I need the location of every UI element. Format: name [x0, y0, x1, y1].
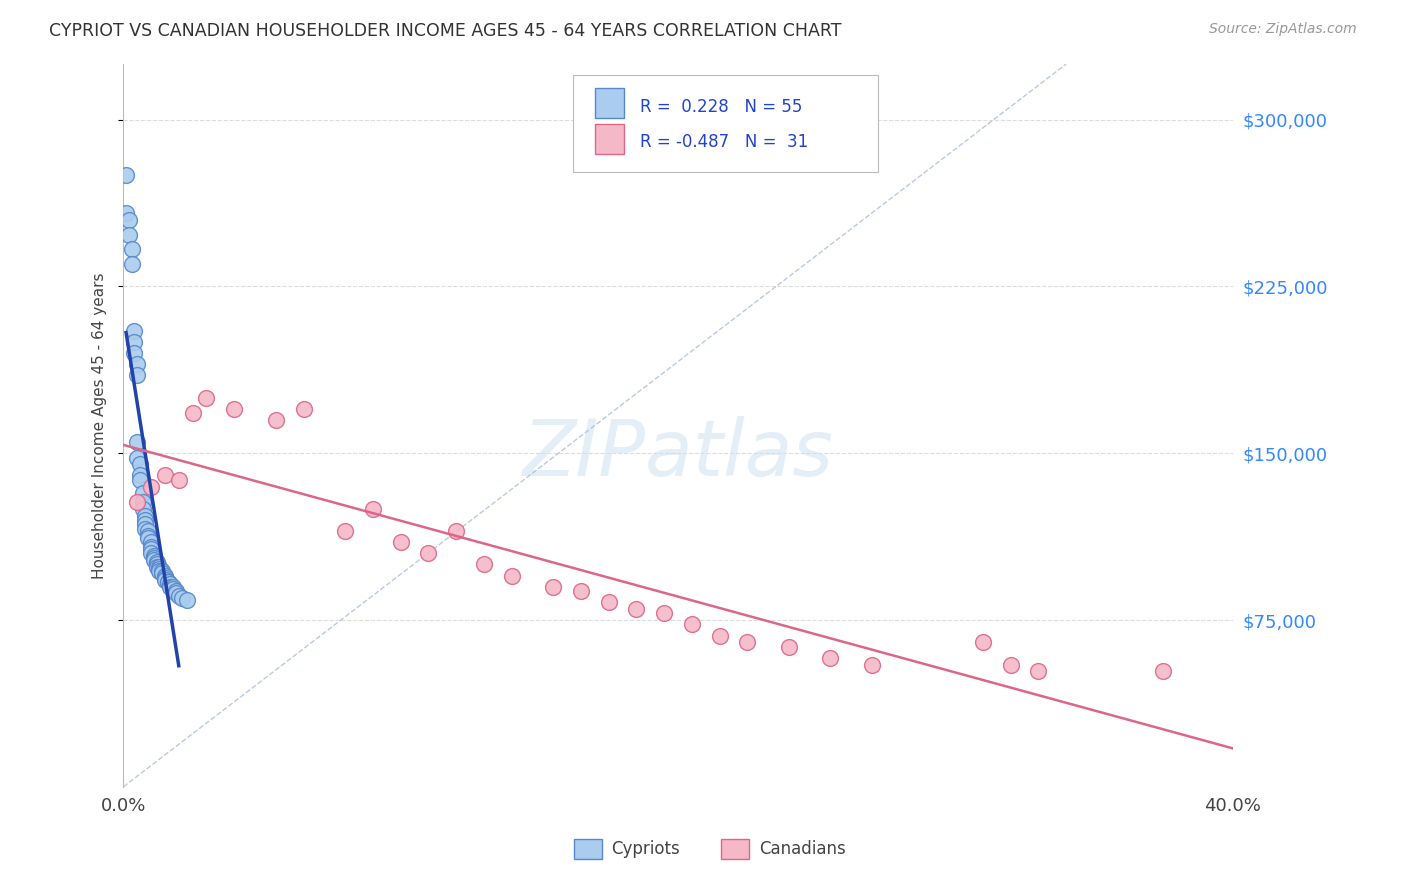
Point [224, 401, 246, 416]
Point [333, 524, 356, 538]
Point [127, 495, 149, 509]
Text: Cypriots: Cypriots [612, 840, 681, 858]
FancyBboxPatch shape [572, 75, 877, 172]
Point [501, 568, 523, 582]
Text: Canadians: Canadians [759, 840, 846, 858]
Point [153, 573, 176, 587]
Point [153, 468, 176, 483]
Point [176, 593, 198, 607]
Point [162, 582, 184, 596]
Point [860, 657, 883, 672]
Point [148, 559, 170, 574]
Point [118, 212, 141, 227]
Point [181, 406, 204, 420]
Point [156, 575, 179, 590]
Point [681, 617, 703, 632]
Point [735, 635, 758, 649]
Point [472, 558, 495, 572]
Point [162, 580, 184, 594]
Point [129, 473, 152, 487]
Point [139, 541, 162, 556]
Point [118, 228, 141, 243]
Point [127, 357, 149, 371]
FancyBboxPatch shape [595, 88, 623, 119]
Text: Source: ZipAtlas.com: Source: ZipAtlas.com [1209, 22, 1357, 37]
Point [569, 584, 592, 599]
Point [136, 528, 159, 542]
Point [115, 206, 138, 220]
Point [652, 607, 675, 621]
Point [972, 635, 994, 649]
Point [148, 564, 170, 578]
Point [150, 564, 173, 578]
Point [136, 524, 159, 538]
Point [170, 591, 193, 605]
Point [148, 562, 170, 576]
Point [129, 468, 152, 483]
Point [1028, 664, 1050, 678]
Text: R = -0.487   N =  31: R = -0.487 N = 31 [640, 133, 808, 151]
Point [145, 558, 167, 572]
Point [129, 458, 152, 472]
Point [709, 629, 731, 643]
Point [145, 559, 167, 574]
Point [418, 546, 440, 560]
Point [159, 577, 181, 591]
Point [389, 535, 412, 549]
Point [142, 550, 165, 565]
Point [134, 522, 156, 536]
Point [124, 324, 146, 338]
Point [127, 435, 149, 450]
Point [150, 566, 173, 581]
Point [361, 501, 384, 516]
Point [153, 568, 176, 582]
Point [264, 413, 287, 427]
Point [127, 450, 149, 465]
Point [139, 546, 162, 560]
Point [541, 580, 564, 594]
Point [132, 501, 155, 516]
Point [145, 555, 167, 569]
Point [598, 595, 620, 609]
Point [124, 334, 146, 349]
Point [165, 586, 187, 600]
Point [167, 473, 190, 487]
Point [142, 553, 165, 567]
Point [121, 242, 143, 256]
FancyBboxPatch shape [595, 124, 623, 154]
Point [134, 508, 156, 523]
Point [127, 368, 149, 383]
Text: ZIPatlas: ZIPatlas [523, 417, 834, 492]
Point [1000, 657, 1022, 672]
Point [156, 575, 179, 590]
Point [132, 495, 155, 509]
Point [778, 640, 800, 654]
Point [136, 531, 159, 545]
Point [142, 549, 165, 563]
Point [820, 650, 842, 665]
Point [139, 480, 162, 494]
Point [444, 524, 467, 538]
Point [292, 401, 315, 416]
Point [124, 346, 146, 360]
Text: CYPRIOT VS CANADIAN HOUSEHOLDER INCOME AGES 45 - 64 YEARS CORRELATION CHART: CYPRIOT VS CANADIAN HOUSEHOLDER INCOME A… [49, 22, 842, 40]
Point [153, 571, 176, 585]
Point [626, 602, 648, 616]
Point [167, 589, 190, 603]
Point [134, 513, 156, 527]
Text: R =  0.228   N = 55: R = 0.228 N = 55 [640, 98, 803, 116]
Point [139, 535, 162, 549]
Point [159, 580, 181, 594]
Point [165, 584, 187, 599]
Point [115, 168, 138, 182]
Point [134, 517, 156, 532]
Point [1152, 664, 1174, 678]
Y-axis label: Householder Income Ages 45 - 64 years: Householder Income Ages 45 - 64 years [93, 272, 107, 579]
Point [132, 486, 155, 500]
Point [121, 257, 143, 271]
Point [139, 540, 162, 554]
Point [195, 391, 218, 405]
